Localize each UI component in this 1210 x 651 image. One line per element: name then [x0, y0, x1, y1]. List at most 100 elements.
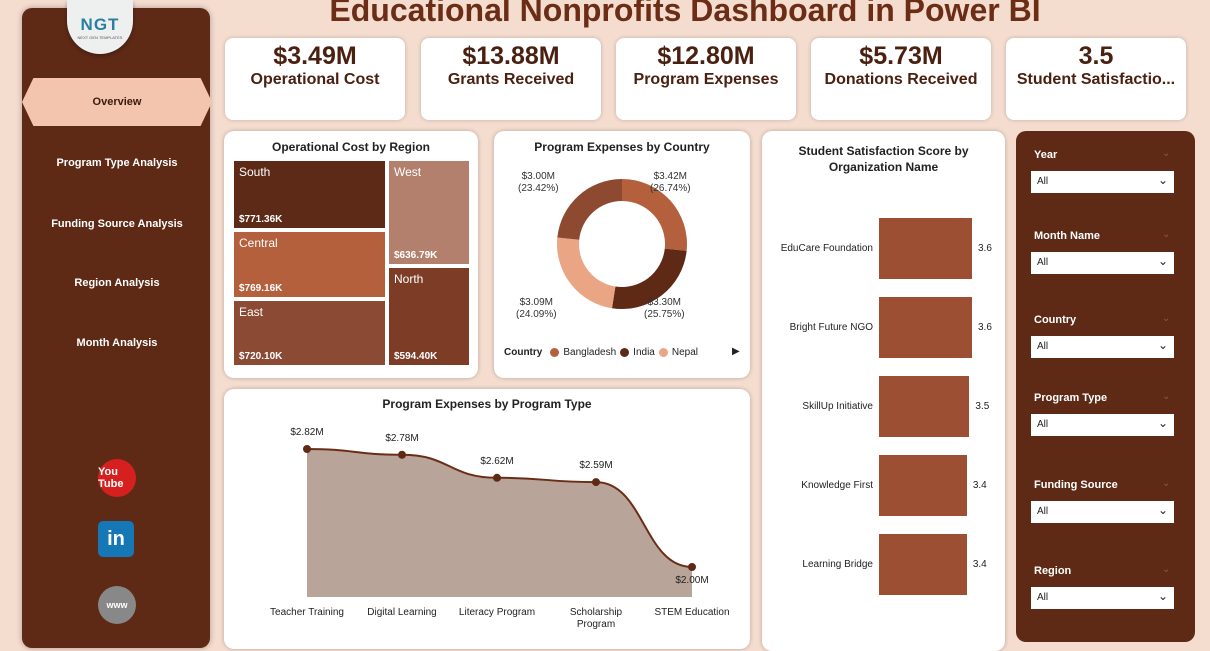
bar-category-label: Learning Bridge — [802, 559, 873, 570]
chevron-down-icon: ⌄ — [1157, 254, 1168, 268]
bar-category-label: SkillUp Initiative — [802, 401, 873, 412]
filter-dropdown[interactable]: All ⌄ — [1031, 171, 1174, 193]
bar[interactable] — [879, 455, 967, 516]
sidebar-item-month-analysis[interactable]: Month Analysis — [76, 337, 158, 349]
filter-value: All — [1037, 257, 1049, 268]
filter-value: All — [1037, 341, 1049, 352]
filter-value: All — [1037, 506, 1049, 517]
sidebar-item-funding-source-analysis[interactable]: Funding Source Analysis — [51, 218, 183, 230]
youtube-icon[interactable]: You Tube — [98, 459, 136, 497]
chevron-down-icon: ⌄ — [1157, 589, 1168, 603]
bar[interactable] — [879, 218, 972, 279]
filter-collapse-chevron-icon[interactable]: ⌄ — [1162, 564, 1171, 575]
filter-collapse-chevron-icon[interactable]: ⌄ — [1162, 478, 1171, 489]
treemap-tile[interactable]: East $720.10K — [233, 300, 386, 366]
bar-category-label: Knowledge First — [801, 480, 873, 491]
donut-card: Program Expenses by Country Country Bang… — [494, 131, 750, 378]
filter-dropdown[interactable]: All ⌄ — [1031, 414, 1174, 436]
kpi-label: Operational Cost — [250, 71, 380, 88]
donut-data-label: $3.00M (23.42%) — [518, 171, 559, 195]
treemap-title: Operational Cost by Region — [271, 140, 430, 154]
globe-icon[interactable]: www — [98, 586, 136, 624]
legend-bangladesh[interactable]: Bangladesh — [563, 347, 617, 358]
legend-india[interactable]: India — [633, 347, 655, 358]
filter-panel — [1016, 131, 1195, 642]
treemap-tile-value: $769.16K — [239, 283, 283, 294]
treemap-tile-value: $636.79K — [394, 250, 438, 261]
sidebar-item-region-analysis[interactable]: Region Analysis — [74, 277, 160, 289]
kpi-label: Student Satisfactio... — [1016, 71, 1176, 88]
logo-subtext: NEXT GEN TEMPLATES — [77, 34, 123, 40]
x-axis-tick-label: Digital Learning — [367, 607, 437, 618]
treemap-tile-value: $720.10K — [239, 351, 283, 362]
bar[interactable] — [879, 297, 972, 358]
donut-slice[interactable] — [557, 237, 616, 309]
bar-value-label: 3.5 — [975, 401, 990, 412]
filter-dropdown[interactable]: All ⌄ — [1031, 336, 1174, 358]
linkedin-icon[interactable]: in — [98, 521, 134, 557]
kpi-card: $5.73M Donations Received — [811, 38, 991, 120]
filter-label: Month Name — [1034, 230, 1100, 242]
filter-label: Program Type — [1034, 392, 1108, 404]
legend-next-arrow-icon[interactable]: ▶ — [732, 346, 740, 357]
point-data-label: $2.82M — [290, 427, 324, 438]
donut-data-label: $3.30M (25.75%) — [644, 297, 685, 321]
point-data-label: $2.78M — [385, 432, 419, 444]
treemap-tile[interactable]: Central $769.16K — [233, 231, 386, 298]
legend-swatch-nepal — [658, 348, 668, 357]
bar[interactable] — [879, 534, 967, 595]
filter-dropdown[interactable]: All ⌄ — [1031, 252, 1174, 274]
slice-percent: (23.42%) — [518, 183, 559, 194]
x-axis-tick-label: Scholarship Program — [569, 607, 623, 630]
area-title: Program Expenses by Program Type — [382, 397, 592, 411]
legend-nepal[interactable]: Nepal — [671, 347, 698, 358]
treemap-tile-label: East — [239, 305, 264, 319]
filter-value: All — [1037, 419, 1049, 430]
kpi-card: 3.5 Student Satisfactio... — [1006, 38, 1186, 120]
slice-value: $3.30M — [647, 297, 681, 308]
point-data-label: $2.62M — [480, 455, 514, 467]
filter-value: All — [1037, 592, 1049, 603]
treemap-tile-value: $594.40K — [394, 351, 438, 362]
logo: NGT NEXT GEN TEMPLATES — [67, 0, 133, 54]
donut-slice[interactable] — [622, 179, 687, 251]
x-axis-tick-label: Teacher Training — [270, 607, 344, 618]
bar-value-label: 3.4 — [972, 480, 987, 491]
kpi-label: Program Expenses — [633, 71, 779, 88]
bar-value-label: 3.6 — [978, 243, 992, 254]
donut-slice[interactable] — [557, 179, 622, 240]
kpi-value: $12.80M — [657, 42, 755, 70]
filter-collapse-chevron-icon[interactable]: ⌄ — [1162, 229, 1171, 240]
bar-value-label: 3.6 — [978, 322, 992, 333]
legend-swatch-bangladesh — [550, 348, 560, 357]
treemap-tile[interactable]: South $771.36K — [233, 160, 386, 229]
kpi-value: $3.49M — [273, 42, 357, 70]
filter-dropdown[interactable]: All ⌄ — [1031, 587, 1174, 609]
filter-dropdown[interactable]: All ⌄ — [1031, 501, 1174, 523]
slice-value: $3.09M — [519, 297, 553, 308]
filter-label: Country — [1034, 314, 1077, 326]
bar[interactable] — [879, 376, 970, 437]
filter-collapse-chevron-icon[interactable]: ⌄ — [1162, 391, 1171, 402]
sidebar-item-overview[interactable]: Overview — [22, 78, 212, 126]
x-axis-tick-label: Literacy Program — [458, 607, 536, 618]
slice-percent: (26.74%) — [650, 183, 691, 194]
donut-slice[interactable] — [611, 248, 687, 309]
page-title: Educational Nonprofits Dashboard in Powe… — [329, 0, 1041, 28]
slice-value: $3.42M — [653, 171, 687, 182]
treemap-tile-label: North — [394, 272, 424, 286]
sidebar-item-program-type-analysis[interactable]: Program Type Analysis — [56, 157, 178, 169]
point-data-label: $2.59M — [579, 460, 613, 472]
kpi-value: $13.88M — [462, 42, 560, 70]
chevron-down-icon: ⌄ — [1157, 338, 1168, 352]
kpi-card: $13.88M Grants Received — [421, 38, 601, 120]
filter-label: Funding Source — [1034, 479, 1118, 491]
treemap-tile[interactable]: West $636.79K — [388, 160, 470, 265]
treemap-tile[interactable]: North $594.40K — [388, 267, 470, 366]
donut-legend: Country Bangladesh India Nepal — [504, 347, 698, 358]
filter-collapse-chevron-icon[interactable]: ⌄ — [1162, 313, 1171, 324]
bar-category-label: EduCare Foundation — [780, 243, 873, 254]
kpi-value: $5.73M — [859, 42, 943, 70]
filter-collapse-chevron-icon[interactable]: ⌄ — [1162, 148, 1171, 159]
bar-category-label: Bright Future NGO — [789, 322, 873, 333]
